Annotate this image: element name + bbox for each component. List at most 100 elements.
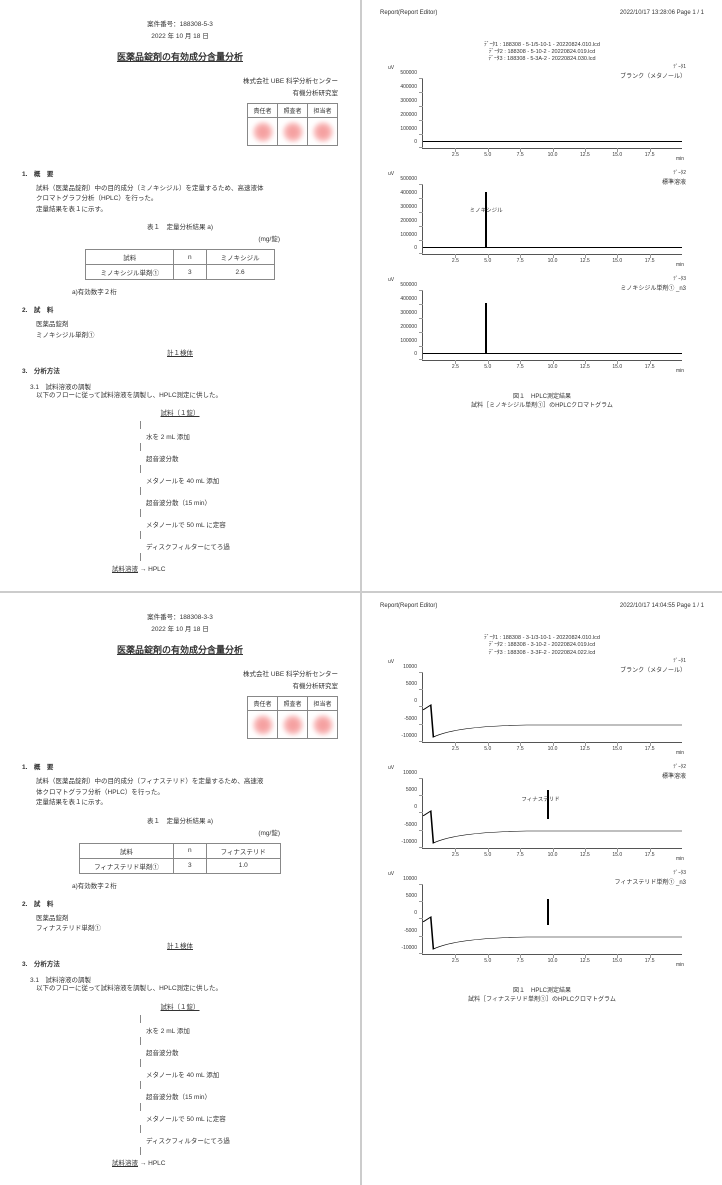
charts-container: uVﾃﾞｰﾀ1ブランク（メタノール）-10000-500005000100002… — [384, 665, 700, 973]
x-tick-label: 10.0 — [548, 254, 558, 264]
y-tick-label: 10000 — [403, 770, 423, 776]
report-app-name: Report(Report Editor) — [380, 603, 437, 609]
table-unit: (mg/錠) — [80, 827, 280, 837]
y-tick-label: 400000 — [400, 296, 423, 302]
text: 試料［ミノキシジル単剤①］のHPLCクロマトグラム — [471, 403, 613, 409]
flow-head: 試料（１錠） — [22, 1001, 338, 1011]
company-name: 株式会社 UBE 科学分析センター — [22, 75, 338, 85]
approval-table: 責任者 照査者 担当者 — [247, 103, 338, 146]
text: → HPLC — [140, 1160, 166, 1167]
flow-head: 試料（１錠） — [22, 407, 338, 417]
section-1-body: 試料（医薬品錠剤）中の目的成分（フィナステリド）を定量するため、高速液 体クロマ… — [36, 777, 338, 808]
flow-step: 超音波分散 — [146, 1047, 338, 1057]
chromatogram-peak — [547, 790, 549, 819]
y-tick-label: 0 — [414, 698, 423, 704]
sample-count: 計１検体 — [22, 347, 338, 357]
charts-container: uVﾃﾞｰﾀ1ブランク（メタノール）0100000200000300000400… — [384, 71, 700, 379]
approval-stamp-cell — [248, 118, 278, 146]
table-header: n — [173, 250, 206, 265]
text: 体クロマトグラフ分析（HPLC）を行った。 — [36, 789, 164, 796]
table-footnote: a)有効数字２桁 — [72, 880, 338, 890]
x-tick-label: 17.5 — [645, 742, 655, 752]
document-date: 2022 年 10 月 18 日 — [22, 623, 338, 633]
y-tick-label: 200000 — [400, 324, 423, 330]
stamp-icon — [283, 715, 303, 735]
x-tick-label: 12.5 — [580, 742, 590, 752]
x-tick-label: 2.5 — [452, 360, 459, 370]
section-3-sub: 3.1 試料溶液の調製 — [30, 381, 338, 391]
y-tick-label: 0 — [414, 910, 423, 916]
y-tick-label: 0 — [414, 245, 423, 251]
x-tick-label: 10.0 — [548, 148, 558, 158]
y-tick-label: 0 — [414, 351, 423, 357]
section-1-head: 1. 概 要 — [22, 168, 338, 178]
department-name: 有機分析研究室 — [22, 87, 338, 97]
y-tick-label: 100000 — [400, 338, 423, 344]
x-tick-label: 15.0 — [612, 954, 622, 964]
text: 試料（医薬品錠剤）中の目的成分（フィナステリド）を定量するため、高速液 — [36, 778, 263, 785]
document-date: 2022 年 10 月 18 日 — [22, 30, 338, 40]
section-2-body: 医薬品錠剤 ミノキシジル単剤① — [36, 320, 338, 341]
approval-header: 担当者 — [308, 104, 338, 118]
case-number: 案件番号：188308-5-3 — [22, 18, 338, 28]
text: ミノキシジル単剤① — [36, 332, 95, 339]
x-tick-label: 10.0 — [548, 848, 558, 858]
table-header: ミノキシジル — [206, 250, 274, 265]
table-cell: 2.6 — [206, 265, 274, 280]
x-tick-label: 12.5 — [580, 148, 590, 158]
chromatogram-peak — [547, 899, 549, 925]
flow-step: メタノールを 40 mL 添加 — [146, 475, 338, 485]
chromatogram-chart: uVﾃﾞｰﾀ1ブランク（メタノール）0100000200000300000400… — [398, 71, 686, 167]
flow-step: 超音波分散 — [146, 453, 338, 463]
text: 医薬品錠剤 — [36, 915, 69, 922]
section-3-body: 以下のフローに従って試料溶液を調製し、HPLC測定に供した。 — [36, 984, 338, 994]
x-tick-label: 2.5 — [452, 148, 459, 158]
x-tick-label: 7.5 — [517, 742, 524, 752]
y-tick-label: 300000 — [400, 204, 423, 210]
text: 試料溶液 — [112, 1160, 138, 1167]
y-tick-label: 400000 — [400, 190, 423, 196]
flow-final: 試料溶液 → HPLC — [112, 563, 338, 573]
y-tick-label: -5000 — [404, 716, 423, 722]
approval-stamp-cell — [278, 118, 308, 146]
chromatogram-chart: uVﾃﾞｰﾀ2標準溶液-10000-500005000100002.55.07.… — [398, 771, 686, 867]
chromatogram-chart: uVﾃﾞｰﾀ3フィナステリド単剤① _n3-10000-500005000100… — [398, 877, 686, 973]
y-tick-label: 100000 — [400, 232, 423, 238]
x-tick-label: 5.0 — [484, 954, 491, 964]
table-cell: 1.0 — [206, 858, 280, 873]
x-tick-label: 7.5 — [517, 148, 524, 158]
x-tick-label: 10.0 — [548, 742, 558, 752]
report-page-2: Report(Report Editor) 2022/10/17 14:04:5… — [362, 593, 722, 1184]
approval-header: 責任者 — [248, 697, 278, 711]
report-page-1: Report(Report Editor) 2022/10/17 13:28:0… — [362, 0, 722, 591]
x-tick-label: 12.5 — [580, 954, 590, 964]
x-tick-label: 7.5 — [517, 360, 524, 370]
x-tick-label: 5.0 — [484, 148, 491, 158]
flow-step: ディスクフィルターにてろ過 — [146, 541, 338, 551]
text: フィナステリド単剤① — [36, 925, 101, 932]
x-tick-label: 15.0 — [612, 148, 622, 158]
x-tick-label: 5.0 — [484, 360, 491, 370]
y-tick-label: 200000 — [400, 218, 423, 224]
y-tick-label: 10000 — [403, 876, 423, 882]
section-2-head: 2. 試 料 — [22, 898, 338, 908]
x-tick-label: 5.0 — [484, 254, 491, 264]
section-3-sub: 3.1 試料溶液の調製 — [30, 974, 338, 984]
x-tick-label: 12.5 — [580, 360, 590, 370]
table-cell: 3 — [173, 858, 206, 873]
text: 図１ HPLC測定結果 — [513, 394, 571, 400]
x-tick-label: 7.5 — [517, 954, 524, 964]
y-tick-label: 5000 — [406, 893, 423, 899]
chromatogram-chart: uVﾃﾞｰﾀ3ミノキシジル単剤① _n301000002000003000004… — [398, 283, 686, 379]
x-tick-label: 15.0 — [612, 742, 622, 752]
y-tick-label: 300000 — [400, 98, 423, 104]
y-tick-label: 200000 — [400, 112, 423, 118]
x-tick-label: 2.5 — [452, 954, 459, 964]
stamp-icon — [313, 715, 333, 735]
chromatogram-peak — [485, 303, 487, 355]
company-name: 株式会社 UBE 科学分析センター — [22, 668, 338, 678]
approval-header: 担当者 — [308, 697, 338, 711]
x-tick-label: 2.5 — [452, 848, 459, 858]
peak-label: ミノキシジル — [470, 206, 503, 214]
table-header: 試料 — [86, 250, 174, 265]
